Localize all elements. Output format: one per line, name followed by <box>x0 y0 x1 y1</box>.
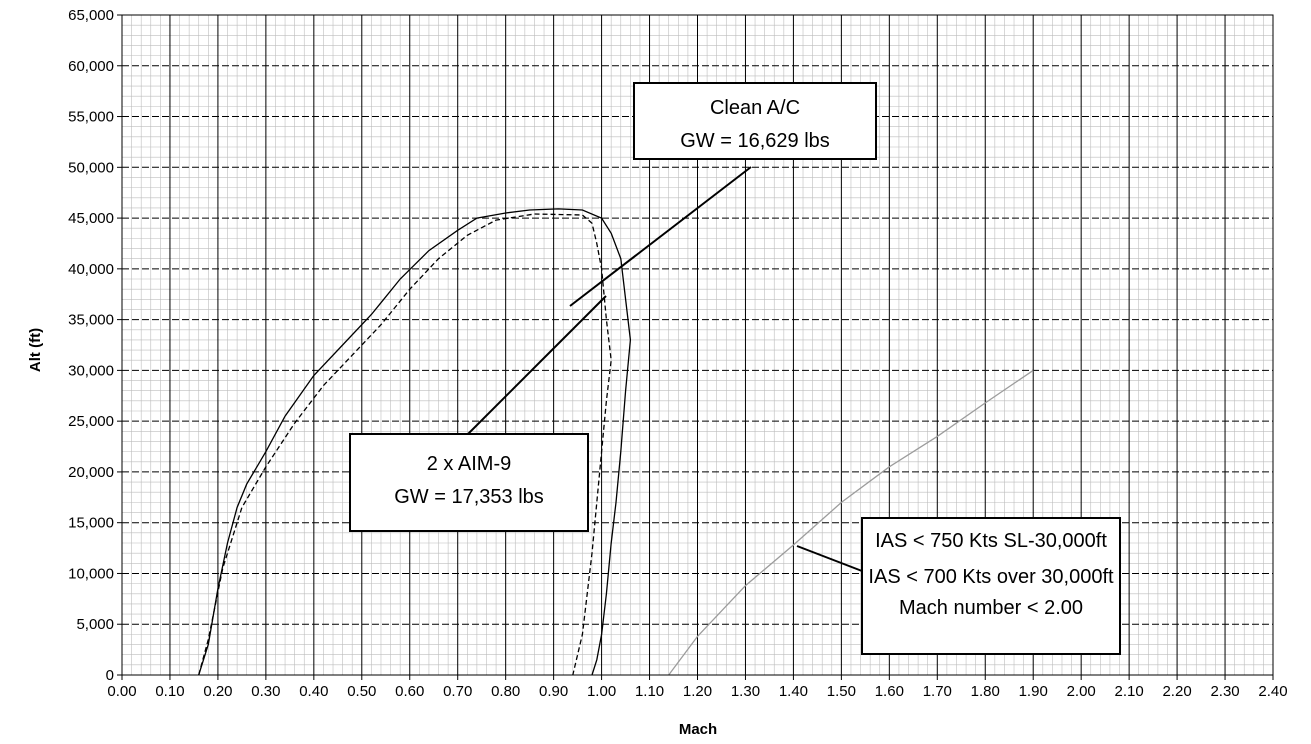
y-tick-label: 10,000 <box>68 565 114 582</box>
y-tick-label: 65,000 <box>68 7 114 24</box>
y-tick-label: 20,000 <box>68 464 114 481</box>
callout-ias-limits-text: IAS < 700 Kts over 30,000ft <box>868 566 1114 588</box>
y-tick-label: 55,000 <box>68 109 114 126</box>
x-tick-label: 1.90 <box>1019 683 1048 700</box>
x-tick-label: 1.80 <box>971 683 1000 700</box>
x-tick-label: 2.30 <box>1210 683 1239 700</box>
x-tick-label: 2.00 <box>1067 683 1096 700</box>
callout-aim9-leader <box>467 295 607 435</box>
x-tick-label: 1.30 <box>731 683 760 700</box>
x-tick-label: 0.20 <box>203 683 232 700</box>
callout-ias-limits: IAS < 750 Kts SL-30,000ft IAS < 700 Kts o… <box>861 517 1121 655</box>
x-tick-label: 0.60 <box>395 683 424 700</box>
callout-ias-limits-box <box>861 517 1121 655</box>
x-axis-title: Mach <box>679 721 717 738</box>
x-tick-label: 0.70 <box>443 683 472 700</box>
callout-aim9-text: GW = 17,353 lbs <box>394 486 544 508</box>
ias-limit-line <box>668 369 1034 676</box>
y-tick-label: 25,000 <box>68 413 114 430</box>
y-tick-label: 5,000 <box>76 616 114 633</box>
clean-ac-envelope-line <box>198 208 632 676</box>
x-tick-label: 2.40 <box>1258 683 1287 700</box>
y-tick-label: 35,000 <box>68 312 114 329</box>
y-tick-label: 50,000 <box>68 159 114 176</box>
x-tick-label: 1.10 <box>635 683 664 700</box>
x-tick-label: 0.30 <box>251 683 280 700</box>
aim9-envelope-line <box>198 213 612 676</box>
x-tick-label: 1.40 <box>779 683 808 700</box>
x-tick-label: 0.10 <box>155 683 184 700</box>
callout-clean-ac-text: Clean A/C <box>710 97 800 119</box>
y-tick-label: 45,000 <box>68 210 114 227</box>
x-tick-label: 1.60 <box>875 683 904 700</box>
y-tick-label: 0 <box>106 667 114 684</box>
x-tick-labels: 0.00 0.10 0.20 0.30 0.40 0.50 0.60 0.70 0.80 0.90… <box>107 675 1288 700</box>
y-tick-label: 60,000 <box>68 58 114 75</box>
callout-clean-ac-leader <box>569 166 752 307</box>
callout-aim9: 2 x AIM-9 GW = 17,353 lbs <box>349 433 589 532</box>
x-tick-label: 0.50 <box>347 683 376 700</box>
callout-clean-ac-box <box>633 82 877 160</box>
x-tick-label: 0.40 <box>299 683 328 700</box>
y-tick-labels: 0 5,000 10,000 15,000 20,000 25,000 30,000 35,0… <box>68 7 122 684</box>
callout-aim9-text: 2 x AIM-9 <box>427 453 511 475</box>
callout-ias-limits-text: Mach number < 2.00 <box>899 597 1083 619</box>
x-tick-label: 2.20 <box>1162 683 1191 700</box>
callout-aim9-box <box>349 433 589 532</box>
callout-ias-limits-text: IAS < 750 Kts SL-30,000ft <box>875 530 1107 552</box>
x-tick-label: 1.20 <box>683 683 712 700</box>
series-layer <box>198 208 1034 676</box>
x-tick-label: 1.00 <box>587 683 616 700</box>
y-tick-label: 15,000 <box>68 515 114 532</box>
x-tick-label: 2.10 <box>1115 683 1144 700</box>
major-grid <box>122 15 1273 675</box>
x-tick-label: 0.80 <box>491 683 520 700</box>
x-tick-label: 1.70 <box>923 683 952 700</box>
x-tick-label: 0.00 <box>107 683 136 700</box>
y-tick-label: 40,000 <box>68 261 114 278</box>
y-axis-title: Alt (ft) <box>27 328 44 372</box>
x-tick-label: 1.50 <box>827 683 856 700</box>
leader-lines <box>467 166 863 572</box>
y-tick-label: 30,000 <box>68 362 114 379</box>
callout-clean-ac-text: GW = 16,629 lbs <box>680 130 830 152</box>
callout-clean-ac: Clean A/C GW = 16,629 lbs <box>633 82 877 160</box>
x-tick-label: 0.90 <box>539 683 568 700</box>
callout-layer: Clean A/C GW = 16,629 lbs 2 x AIM-9 GW = 17… <box>349 82 1121 655</box>
callout-ias-limits-leader <box>796 545 863 572</box>
